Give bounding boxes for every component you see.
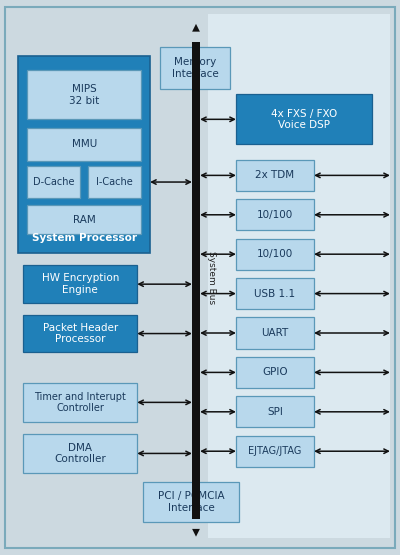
Text: Timer and Interupt
Controller: Timer and Interupt Controller bbox=[34, 392, 126, 413]
Text: Memory
Interface: Memory Interface bbox=[172, 57, 218, 79]
FancyBboxPatch shape bbox=[27, 166, 80, 198]
FancyBboxPatch shape bbox=[236, 160, 314, 191]
FancyBboxPatch shape bbox=[236, 94, 372, 144]
FancyBboxPatch shape bbox=[236, 278, 314, 309]
Text: EJTAG/JTAG: EJTAG/JTAG bbox=[248, 446, 302, 456]
FancyBboxPatch shape bbox=[160, 47, 230, 89]
FancyBboxPatch shape bbox=[27, 70, 141, 119]
FancyBboxPatch shape bbox=[143, 482, 239, 522]
FancyBboxPatch shape bbox=[27, 128, 141, 161]
FancyBboxPatch shape bbox=[23, 434, 137, 473]
Text: System Bus: System Bus bbox=[207, 251, 216, 304]
FancyBboxPatch shape bbox=[23, 265, 137, 303]
FancyBboxPatch shape bbox=[23, 383, 137, 422]
FancyBboxPatch shape bbox=[236, 396, 314, 427]
Text: 10/100: 10/100 bbox=[257, 249, 293, 259]
Text: DMA
Controller: DMA Controller bbox=[54, 443, 106, 464]
FancyBboxPatch shape bbox=[23, 315, 137, 352]
FancyBboxPatch shape bbox=[18, 56, 150, 253]
Text: I-Cache: I-Cache bbox=[96, 177, 133, 187]
FancyBboxPatch shape bbox=[236, 199, 314, 230]
Text: 4x FXS / FXO
Voice DSP: 4x FXS / FXO Voice DSP bbox=[271, 109, 337, 130]
Text: MIPS
32 bit: MIPS 32 bit bbox=[69, 84, 99, 105]
FancyBboxPatch shape bbox=[27, 205, 141, 234]
FancyBboxPatch shape bbox=[236, 239, 314, 270]
Text: Packet Header
Processor: Packet Header Processor bbox=[42, 323, 118, 344]
Text: PCI / PCMCIA
Interface: PCI / PCMCIA Interface bbox=[158, 491, 224, 512]
Text: System Processor: System Processor bbox=[32, 233, 136, 243]
FancyBboxPatch shape bbox=[88, 166, 141, 198]
Text: 2x TDM: 2x TDM bbox=[256, 170, 294, 180]
Bar bbox=[192, 42, 200, 519]
Text: RAM: RAM bbox=[73, 215, 96, 225]
Text: GPIO: GPIO bbox=[262, 367, 288, 377]
Text: USB 1.1: USB 1.1 bbox=[254, 289, 296, 299]
Text: 10/100: 10/100 bbox=[257, 210, 293, 220]
FancyBboxPatch shape bbox=[236, 317, 314, 349]
FancyBboxPatch shape bbox=[236, 357, 314, 388]
Text: MMU: MMU bbox=[72, 139, 97, 149]
Text: SPI: SPI bbox=[267, 407, 283, 417]
Text: UART: UART bbox=[261, 328, 289, 338]
Text: HW Encryption
Engine: HW Encryption Engine bbox=[42, 274, 119, 295]
Text: D-Cache: D-Cache bbox=[33, 177, 74, 187]
FancyBboxPatch shape bbox=[208, 14, 390, 538]
FancyBboxPatch shape bbox=[236, 436, 314, 467]
